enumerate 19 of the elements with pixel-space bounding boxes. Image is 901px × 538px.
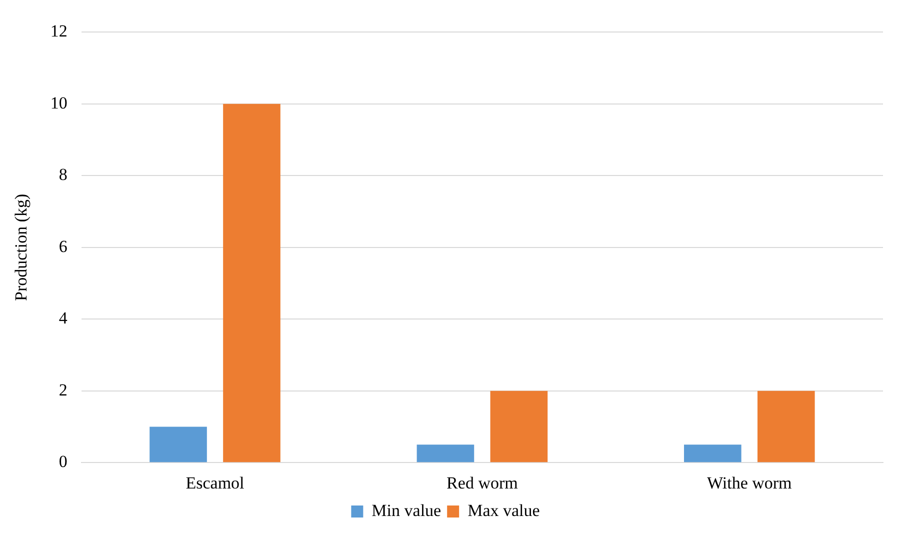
bar — [150, 426, 207, 462]
y-tick-label: 4 — [58, 308, 68, 328]
y-tick-label: 8 — [58, 165, 68, 184]
legend-label: Min value — [372, 500, 442, 520]
y-tick-label: 10 — [50, 93, 68, 112]
y-tick-label: 2 — [58, 380, 68, 400]
bar — [416, 444, 474, 462]
x-tick-label: Red worm — [446, 473, 518, 492]
y-axis-title: Production (kg) — [12, 194, 31, 301]
bar — [684, 444, 742, 462]
x-tick-label: Escamol — [186, 473, 245, 492]
y-tick-label: 6 — [58, 236, 68, 256]
x-tick-label: Withe worm — [707, 473, 792, 492]
bar — [757, 390, 815, 462]
bar — [490, 390, 548, 462]
bar — [223, 104, 280, 462]
y-tick-label: 12 — [50, 22, 68, 41]
y-tick-label: 0 — [58, 452, 68, 472]
legend-label: Max value — [468, 500, 540, 520]
